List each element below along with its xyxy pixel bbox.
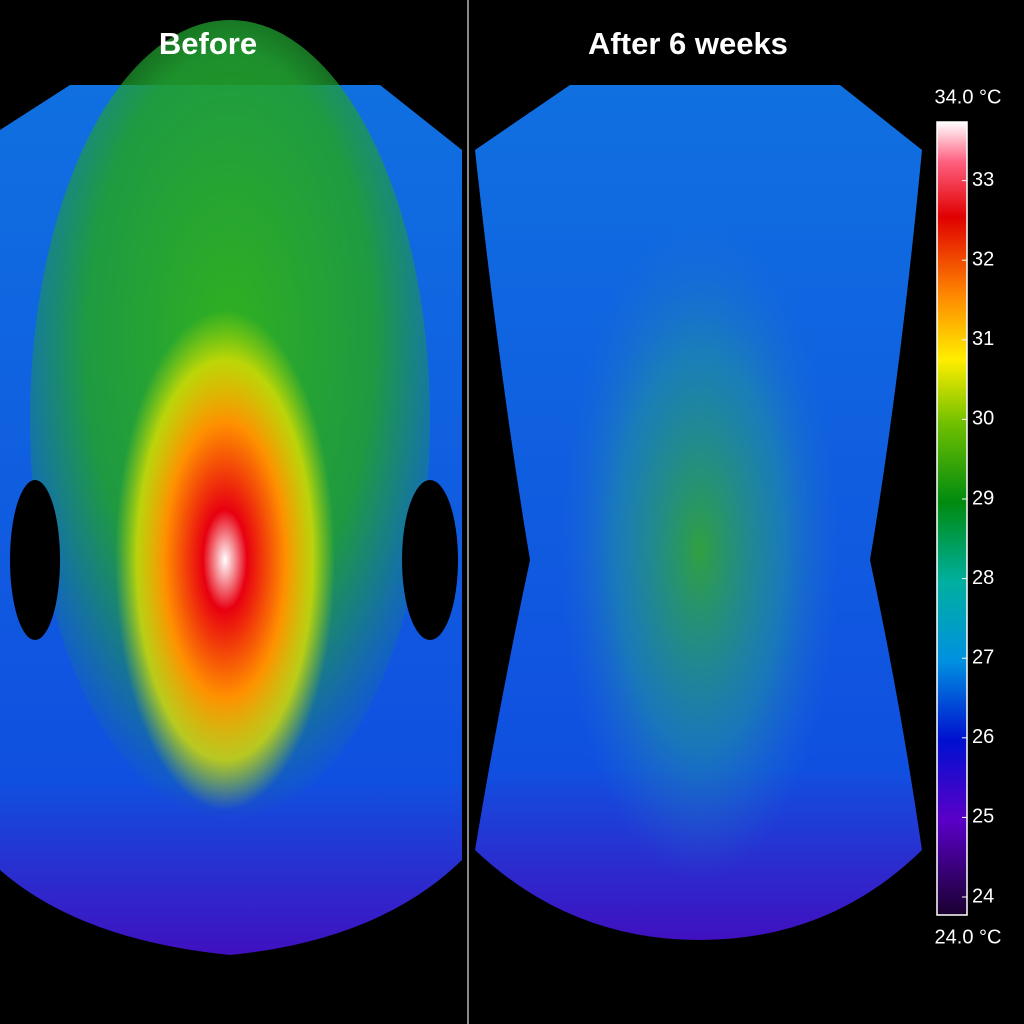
panel-title: Before <box>159 26 257 61</box>
panel-title: After 6 weeks <box>588 26 788 61</box>
colorbar-tick-label: 30 <box>972 408 994 430</box>
colorbar-tick-label: 27 <box>972 646 994 668</box>
colorbar-min-label: 24.0 °C <box>935 926 1002 948</box>
colorbar-max-label: 34.0 °C <box>935 86 1002 108</box>
colorbar <box>936 121 968 916</box>
colorbar-tick-label: 25 <box>972 806 994 828</box>
colorbar-tick-label: 28 <box>972 567 994 589</box>
colorbar-tick-label: 32 <box>972 248 994 270</box>
before-image <box>0 20 462 955</box>
after-image <box>475 85 922 940</box>
colorbar-tick-label: 33 <box>972 169 994 191</box>
colorbar-tick-label: 31 <box>972 328 994 350</box>
colorbar-tick-label: 24 <box>972 885 994 907</box>
colorbar-tick-label: 26 <box>972 726 994 748</box>
colorbar-tick-label: 29 <box>972 487 994 509</box>
